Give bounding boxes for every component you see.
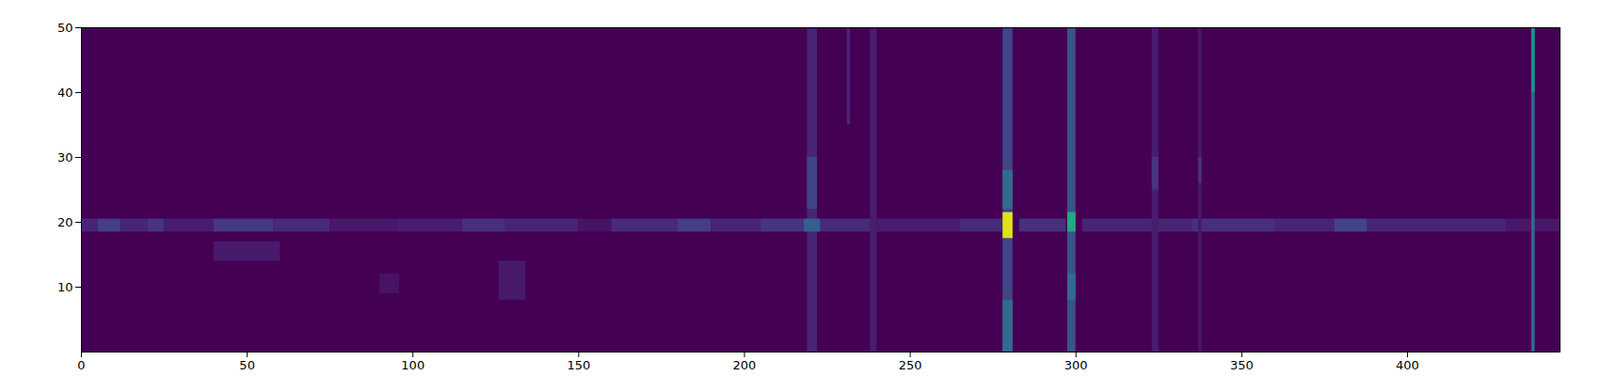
svg-text:0: 0 <box>77 358 85 373</box>
svg-text:400: 400 <box>1395 358 1420 373</box>
svg-text:10: 10 <box>57 280 74 295</box>
svg-text:40: 40 <box>57 85 74 100</box>
svg-text:100: 100 <box>400 358 425 373</box>
svg-text:200: 200 <box>733 358 757 373</box>
svg-text:350: 350 <box>1230 358 1254 373</box>
svg-text:300: 300 <box>1064 358 1088 373</box>
svg-text:50: 50 <box>57 20 74 35</box>
svg-text:20: 20 <box>57 215 74 230</box>
svg-text:150: 150 <box>566 358 591 373</box>
svg-text:250: 250 <box>898 358 923 373</box>
svg-text:50: 50 <box>239 358 256 373</box>
svg-text:30: 30 <box>57 150 74 165</box>
